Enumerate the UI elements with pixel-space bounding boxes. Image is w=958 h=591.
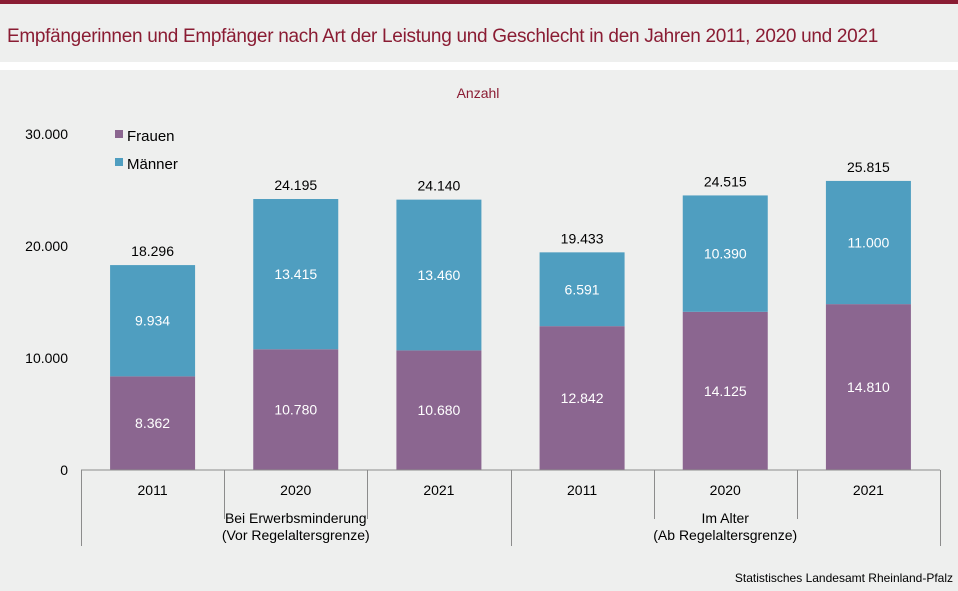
group-sublabel: (Vor Regelaltersgrenze) <box>222 527 370 543</box>
data-label: 11.000 <box>848 235 890 251</box>
source-note: Statistisches Landesamt Rheinland-Pfalz <box>735 571 953 585</box>
data-label: 10.680 <box>418 402 461 418</box>
x-tick-label: 2021 <box>423 482 454 498</box>
bar-frauen <box>396 350 482 470</box>
title-area: Empfängerinnen und Empfänger nach Art de… <box>0 4 958 62</box>
group-label: Bei Erwerbsminderung <box>225 510 367 526</box>
bar-frauen <box>825 304 911 470</box>
data-label: 13.460 <box>418 267 461 283</box>
data-label: 6.591 <box>565 281 600 297</box>
data-label: 12.842 <box>561 390 604 406</box>
data-label: 10.390 <box>704 246 747 262</box>
total-label: 24.140 <box>418 178 461 194</box>
legend-swatch-maenner <box>115 158 123 166</box>
data-label: 9.934 <box>135 313 170 329</box>
x-tick-label: 2021 <box>853 482 884 498</box>
total-label: 19.433 <box>561 230 604 246</box>
y-tick-label: 0 <box>60 462 68 478</box>
total-label: 24.515 <box>704 173 747 189</box>
bar-maenner <box>396 199 482 351</box>
bar-frauen <box>253 349 339 470</box>
total-label: 25.815 <box>847 159 890 175</box>
legend-label: Männer <box>127 156 178 173</box>
bar-frauen <box>110 376 196 470</box>
x-tick-label: 2011 <box>138 482 168 498</box>
bar-maenner <box>539 252 625 327</box>
y-tick-label: 20.000 <box>25 238 68 254</box>
data-label: 14.810 <box>847 379 890 395</box>
group-label: Im Alter <box>702 510 750 526</box>
bar-frauen <box>682 311 768 470</box>
unit-label: Anzahl <box>457 85 500 101</box>
bar-maenner <box>110 265 196 377</box>
legend-swatch-frauen <box>115 130 123 138</box>
x-tick-label: 2020 <box>280 482 311 498</box>
bar-frauen <box>539 326 625 470</box>
data-label: 14.125 <box>704 383 747 399</box>
data-label: 13.415 <box>274 266 317 282</box>
group-sublabel: (Ab Regelaltersgrenze) <box>653 527 797 543</box>
bar-maenner <box>682 195 768 312</box>
y-tick-label: 30.000 <box>25 126 68 142</box>
chart-title: Empfängerinnen und Empfänger nach Art de… <box>7 26 878 47</box>
bar-maenner <box>253 199 339 350</box>
data-label: 10.780 <box>274 402 317 418</box>
total-label: 24.195 <box>274 177 317 193</box>
x-tick-label: 2020 <box>710 482 741 498</box>
legend-label: Frauen <box>127 128 175 145</box>
total-label: 18.296 <box>131 243 174 259</box>
bar-maenner <box>825 180 911 305</box>
x-tick-label: 2011 <box>567 482 597 498</box>
data-label: 8.362 <box>135 415 170 431</box>
y-tick-label: 10.000 <box>25 350 68 366</box>
top-accent-bar <box>0 0 958 4</box>
